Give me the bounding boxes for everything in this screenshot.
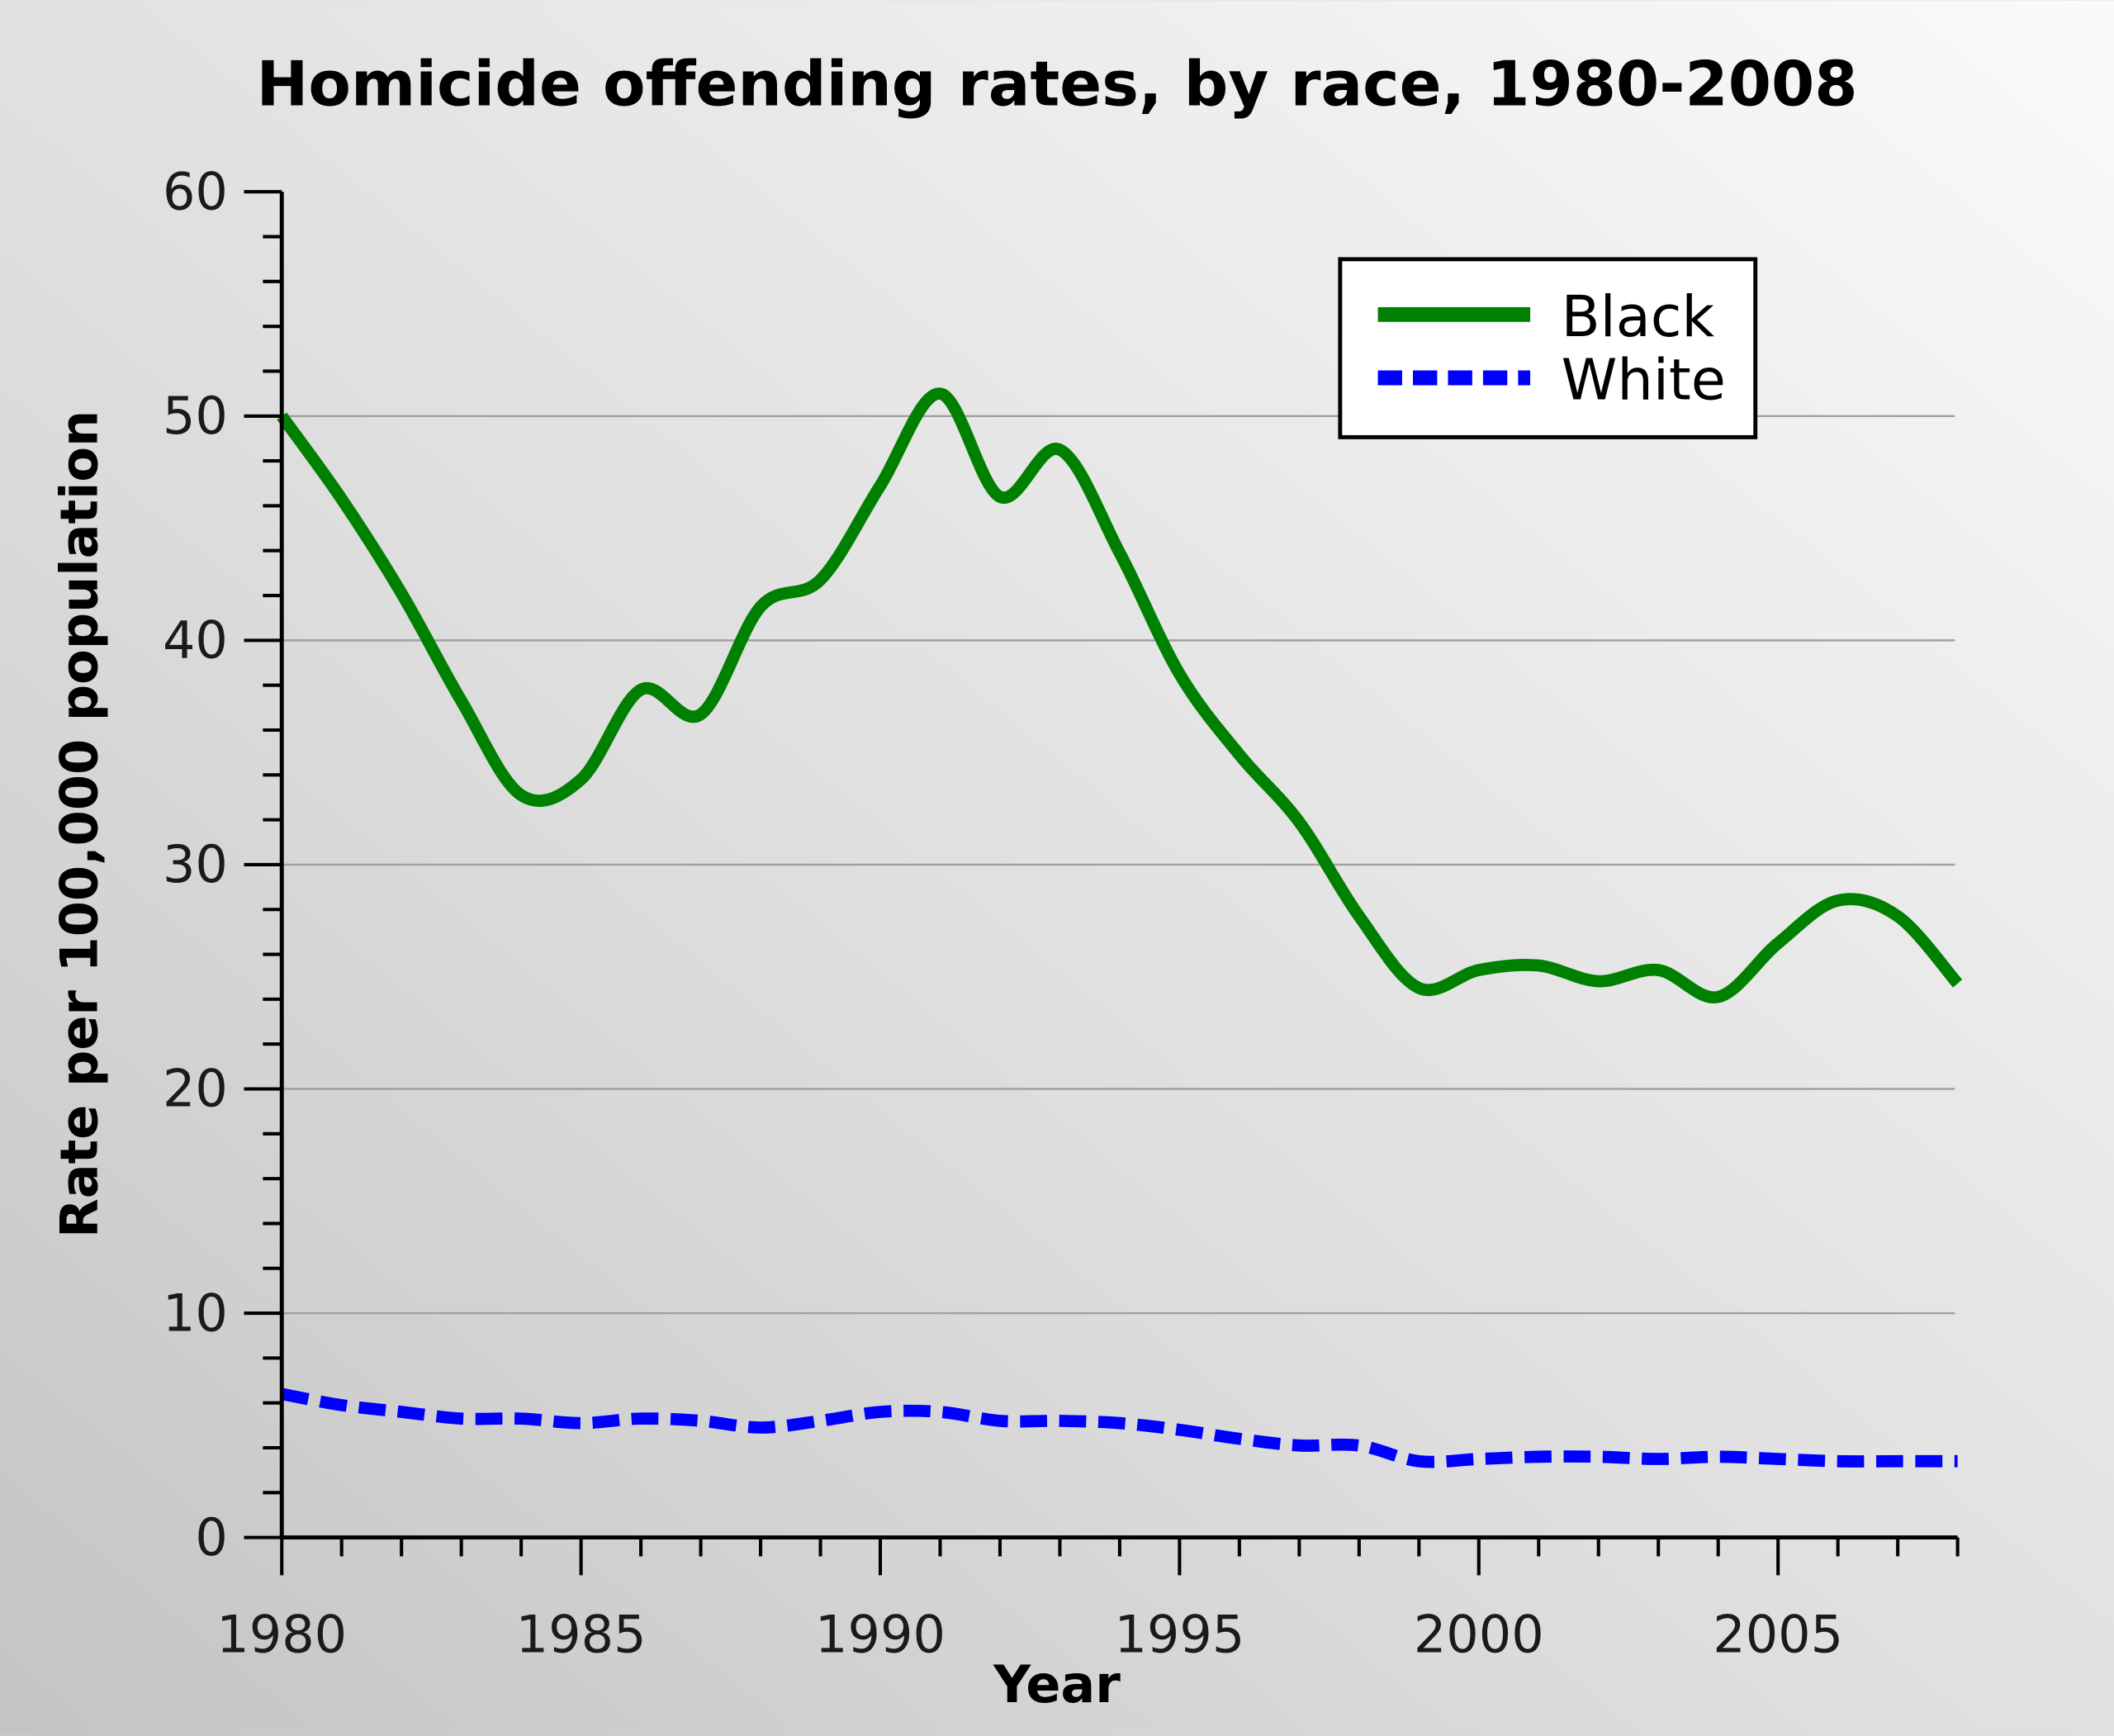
series-line-black xyxy=(277,387,1963,1003)
series-lines xyxy=(277,387,1963,1468)
legend-box xyxy=(1338,257,1758,439)
x-tick-label: 2005 xyxy=(1713,1604,1843,1664)
legend-label-black: Black xyxy=(1562,284,1715,350)
x-tick-label: 2000 xyxy=(1414,1604,1544,1664)
y-tick-label: 20 xyxy=(163,1059,228,1119)
y-tick-label: 40 xyxy=(163,610,228,671)
x-tick-label: 1980 xyxy=(216,1604,347,1664)
axes: 0 10 20 30 40 50 60 1980 1985 1990 1995 2000 2005 xyxy=(163,161,1960,1664)
x-tick-label: 1995 xyxy=(1114,1604,1244,1664)
x-tick-label: 1985 xyxy=(516,1604,647,1664)
y-tick-label: 50 xyxy=(163,386,228,446)
legend-label-white: White xyxy=(1562,348,1726,414)
y-tick-label: 30 xyxy=(163,834,228,894)
chart-title: Homicide offending rates, by race, 1980-… xyxy=(257,48,1858,121)
x-axis-label: Year xyxy=(993,1654,1121,1715)
y-axis-label: Rate per 100,000 population xyxy=(50,410,110,1238)
y-tick-label: 60 xyxy=(163,161,228,221)
y-tick-label: 0 xyxy=(195,1507,227,1568)
legend: Black White xyxy=(1338,257,1758,439)
x-tick-label: 1990 xyxy=(815,1604,946,1664)
gridlines xyxy=(282,415,1955,1315)
y-tick-label: 10 xyxy=(163,1283,228,1343)
